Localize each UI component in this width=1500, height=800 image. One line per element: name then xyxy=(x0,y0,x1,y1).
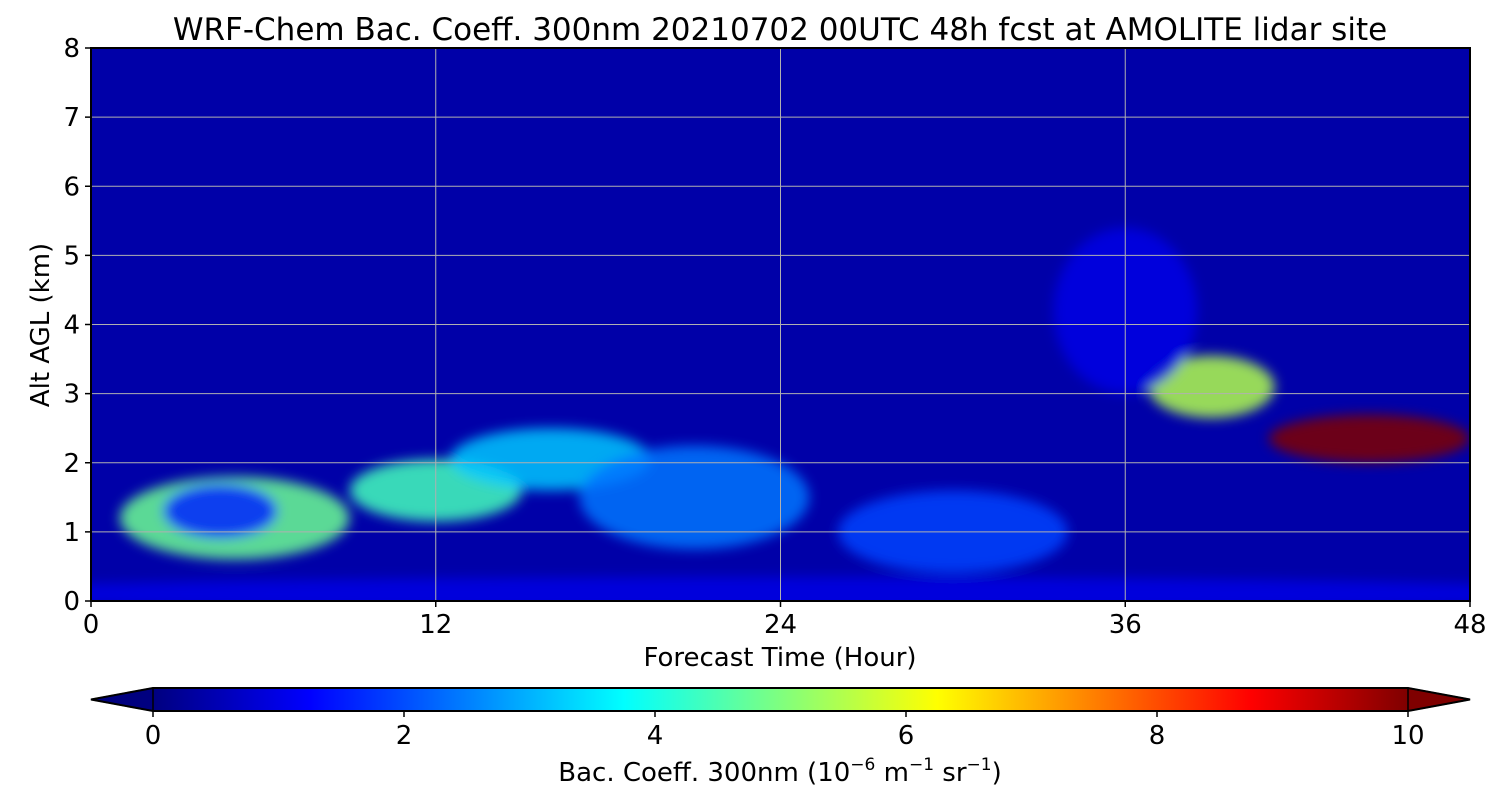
colorbar-under-arrow xyxy=(90,687,154,712)
x-tick-label: 24 xyxy=(764,610,797,640)
y-tick-label: 6 xyxy=(63,172,80,202)
x-tick-label: 48 xyxy=(1453,610,1486,640)
y-tick-label: 3 xyxy=(63,380,80,410)
chart-title: WRF-Chem Bac. Coeff. 300nm 20210702 00UT… xyxy=(173,12,1387,48)
plot-area xyxy=(91,48,1470,601)
y-tick-label: 1 xyxy=(63,518,80,548)
colorbar-over-arrow xyxy=(1407,687,1471,712)
heatmap-feature-smoke-plume-core xyxy=(1268,414,1470,463)
grid-lines xyxy=(91,48,1470,601)
heatmap-feature-boundary-layer-core xyxy=(162,483,278,539)
heatmap-feature-transition-21h xyxy=(579,445,810,550)
y-axis: 0 1 2 3 4 5 6 7 8 xyxy=(63,34,91,617)
colorbar-label: Bac. Coeff. 300nm (10−6 m−1 sr−1) xyxy=(558,755,1001,788)
y-tick-label: 8 xyxy=(63,34,80,64)
y-axis-label: Alt AGL (km) xyxy=(26,243,56,407)
colorbar-tick-label: 2 xyxy=(396,721,413,751)
colorbar-tick-label: 0 xyxy=(145,721,162,751)
x-tick-label: 12 xyxy=(419,610,452,640)
heatmap-feature-smoke-plume-39h xyxy=(1148,355,1275,418)
x-axis: 0 12 24 36 48 xyxy=(83,601,1487,640)
colorbar-tick-label: 4 xyxy=(647,721,664,751)
colorbar: 0 2 4 6 8 10 Bac. Coeff. 300nm (10−6 m−1 sr−1… xyxy=(90,687,1471,788)
y-tick-label: 7 xyxy=(63,103,80,133)
y-tick-label: 0 xyxy=(63,587,80,617)
x-tick-label: 0 xyxy=(83,610,100,640)
colorbar-tick-label: 10 xyxy=(1391,721,1424,751)
colorbar-tick-label: 8 xyxy=(1149,721,1166,751)
colorbar-body xyxy=(153,688,1408,711)
y-tick-label: 5 xyxy=(63,241,80,271)
y-tick-label: 2 xyxy=(63,449,80,479)
x-axis-label: Forecast Time (Hour) xyxy=(643,643,916,673)
colorbar-ticks: 0 2 4 6 8 10 xyxy=(145,711,1425,751)
y-tick-label: 4 xyxy=(63,311,80,341)
x-tick-label: 36 xyxy=(1109,610,1142,640)
heatmap-feature-surface-layer xyxy=(91,576,1470,601)
colorbar-tick-label: 6 xyxy=(898,721,915,751)
